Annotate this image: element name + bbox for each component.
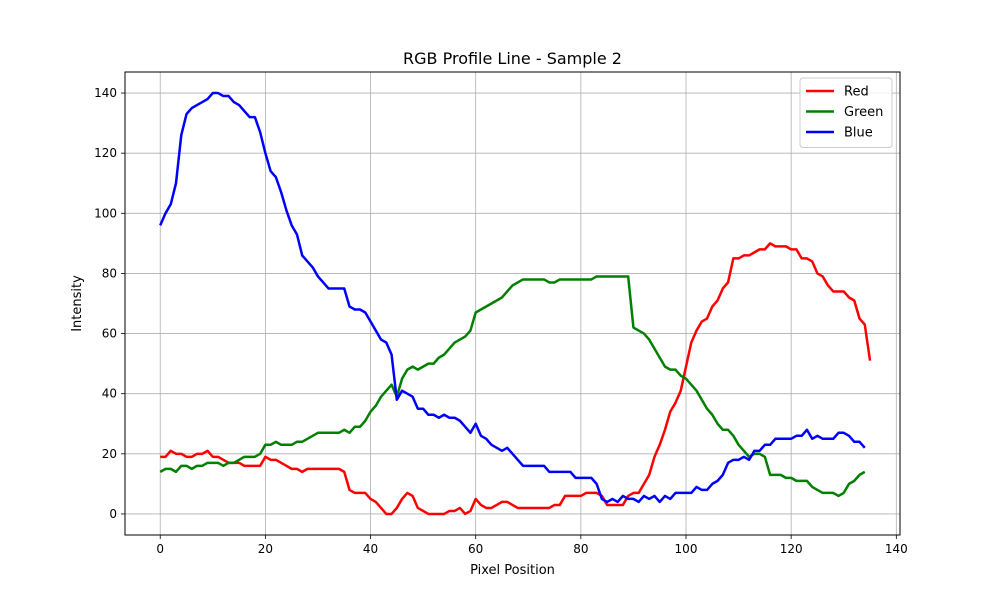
x-tick-label: 0 [156, 542, 164, 556]
y-tick-label: 140 [94, 86, 117, 100]
legend-label-green: Green [844, 105, 883, 120]
y-tick-label: 120 [94, 146, 117, 160]
plot-area-frame [124, 71, 901, 536]
chart-title: RGB Profile Line - Sample 2 [403, 49, 622, 68]
legend-label-red: Red [844, 85, 869, 100]
x-tick-label: 100 [675, 542, 698, 556]
legend-label-blue: Blue [844, 126, 873, 141]
y-tick-label: 100 [94, 206, 117, 220]
x-axis-ticks: 0 20 40 60 80 100 120 140 [156, 535, 908, 556]
y-tick-label: 40 [102, 387, 117, 401]
x-tick-label: 120 [780, 542, 803, 556]
y-tick-label: 20 [102, 447, 117, 461]
y-axis-ticks: 0 20 40 60 80 100 120 140 [94, 86, 125, 521]
x-tick-label: 60 [468, 542, 483, 556]
x-tick-label: 40 [363, 542, 378, 556]
x-axis-label: Pixel Position [470, 563, 555, 578]
y-tick-label: 60 [102, 327, 117, 341]
series-line-green [159, 275, 866, 498]
y-tick-label: 0 [109, 507, 117, 521]
series-lines [159, 91, 872, 516]
series-line-blue [159, 91, 866, 504]
x-tick-label: 80 [573, 542, 588, 556]
legend-box [799, 77, 893, 148]
y-tick-label: 80 [102, 266, 117, 280]
x-tick-label: 140 [885, 542, 908, 556]
legend: Red Green Blue [799, 77, 893, 148]
x-tick-label: 20 [258, 542, 273, 556]
y-axis-label: Intensity [70, 275, 85, 332]
series-line-red [160, 242, 872, 516]
